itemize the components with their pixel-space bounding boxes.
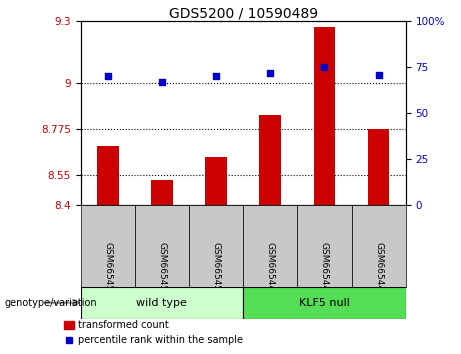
Text: GSM665453: GSM665453 — [157, 242, 166, 297]
Text: GSM665448: GSM665448 — [320, 242, 329, 297]
Point — [321, 64, 328, 70]
Bar — [189, 205, 243, 287]
Text: GSM665449: GSM665449 — [374, 242, 383, 297]
Bar — [81, 287, 243, 319]
Bar — [352, 205, 406, 287]
Title: GDS5200 / 10590489: GDS5200 / 10590489 — [169, 6, 318, 20]
Text: KLF5 null: KLF5 null — [299, 298, 350, 308]
Text: GSM665446: GSM665446 — [266, 242, 275, 297]
Bar — [297, 205, 352, 287]
Bar — [260, 115, 281, 205]
Point — [104, 74, 112, 79]
Bar — [135, 205, 189, 287]
Bar — [81, 205, 135, 287]
Bar — [368, 129, 390, 205]
Bar — [243, 287, 406, 319]
Text: GSM665454: GSM665454 — [212, 242, 221, 297]
Text: wild type: wild type — [136, 298, 187, 308]
Bar — [205, 157, 227, 205]
Point — [375, 72, 382, 78]
Text: GSM665451: GSM665451 — [103, 242, 112, 297]
Bar — [97, 146, 118, 205]
Legend: transformed count, percentile rank within the sample: transformed count, percentile rank withi… — [60, 316, 247, 349]
Text: genotype/variation: genotype/variation — [5, 298, 97, 308]
Point — [158, 79, 165, 85]
Point — [266, 70, 274, 76]
Bar — [151, 180, 173, 205]
Point — [213, 74, 220, 79]
Bar — [313, 27, 335, 205]
Bar — [243, 205, 297, 287]
